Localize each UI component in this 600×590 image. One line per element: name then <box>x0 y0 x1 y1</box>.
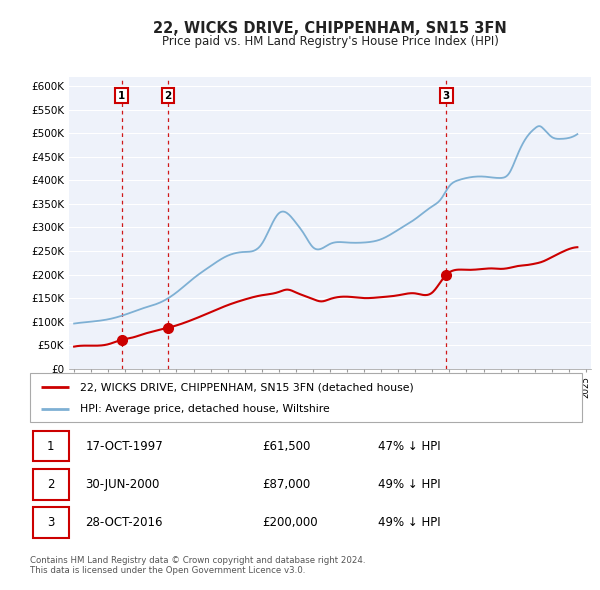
Text: HPI: Average price, detached house, Wiltshire: HPI: Average price, detached house, Wilt… <box>80 404 329 414</box>
Text: 17-OCT-1997: 17-OCT-1997 <box>85 440 163 453</box>
Text: 22, WICKS DRIVE, CHIPPENHAM, SN15 3FN (detached house): 22, WICKS DRIVE, CHIPPENHAM, SN15 3FN (d… <box>80 382 413 392</box>
FancyBboxPatch shape <box>33 469 68 500</box>
Text: 47% ↓ HPI: 47% ↓ HPI <box>378 440 440 453</box>
Text: 22, WICKS DRIVE, CHIPPENHAM, SN15 3FN: 22, WICKS DRIVE, CHIPPENHAM, SN15 3FN <box>153 21 507 35</box>
Text: 28-OCT-2016: 28-OCT-2016 <box>85 516 163 529</box>
Text: £61,500: £61,500 <box>262 440 310 453</box>
Text: 49% ↓ HPI: 49% ↓ HPI <box>378 516 440 529</box>
Text: 3: 3 <box>47 516 54 529</box>
Text: 1: 1 <box>118 90 125 100</box>
Text: 30-JUN-2000: 30-JUN-2000 <box>85 478 160 491</box>
FancyBboxPatch shape <box>33 507 68 538</box>
Text: 1: 1 <box>47 440 54 453</box>
Text: 49% ↓ HPI: 49% ↓ HPI <box>378 478 440 491</box>
Text: 2: 2 <box>164 90 172 100</box>
Text: 2: 2 <box>47 478 54 491</box>
Text: £200,000: £200,000 <box>262 516 317 529</box>
Text: £87,000: £87,000 <box>262 478 310 491</box>
Text: 3: 3 <box>443 90 450 100</box>
Text: Price paid vs. HM Land Registry's House Price Index (HPI): Price paid vs. HM Land Registry's House … <box>161 35 499 48</box>
FancyBboxPatch shape <box>33 431 68 461</box>
FancyBboxPatch shape <box>30 373 582 422</box>
Text: Contains HM Land Registry data © Crown copyright and database right 2024.
This d: Contains HM Land Registry data © Crown c… <box>30 556 365 575</box>
